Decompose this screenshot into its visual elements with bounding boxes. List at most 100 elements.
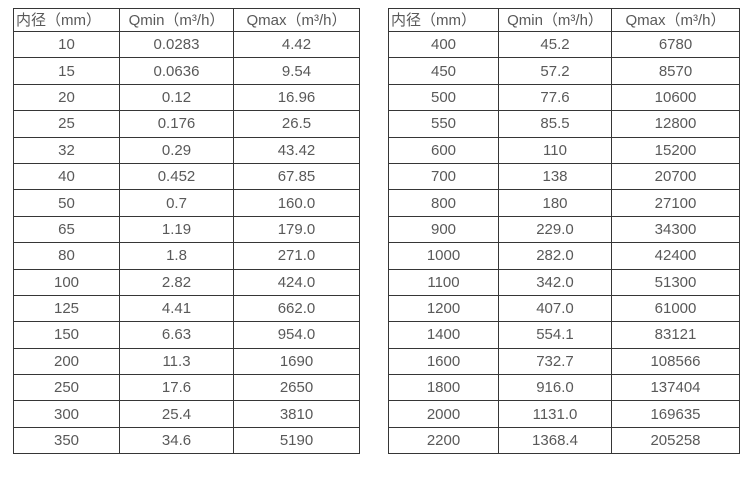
table-cell: 169635 bbox=[611, 400, 740, 428]
table-cell: 400 bbox=[388, 30, 499, 59]
table-cell: 1.8 bbox=[119, 242, 234, 270]
table-row: 1000 282.0 42400 bbox=[388, 242, 740, 270]
table-cell: 1200 bbox=[388, 294, 499, 323]
table-row: 15 0.0636 9.54 bbox=[13, 57, 360, 85]
table-cell: 61000 bbox=[611, 294, 740, 323]
table-cell: 10600 bbox=[611, 83, 740, 112]
table-cell: 2000 bbox=[388, 400, 499, 428]
column-header-qmin: Qmin（m³/h） bbox=[498, 8, 612, 32]
table-cell: 6.63 bbox=[119, 321, 234, 349]
table-cell: 424.0 bbox=[233, 268, 360, 296]
table-cell: 271.0 bbox=[233, 242, 360, 270]
table-cell: 15200 bbox=[611, 136, 740, 164]
table-cell: 4.41 bbox=[119, 294, 234, 323]
table-cell: 0.176 bbox=[119, 110, 234, 138]
header-row: 内径（mm） Qmin（m³/h） Qmax（m³/h） bbox=[388, 8, 740, 32]
table-row: 25 0.176 26.5 bbox=[13, 110, 360, 138]
table-cell: 0.29 bbox=[119, 136, 234, 164]
table-cell: 1131.0 bbox=[498, 400, 612, 428]
table-row: 350 34.6 5190 bbox=[13, 426, 360, 455]
table-cell: 900 bbox=[388, 215, 499, 244]
table-cell: 65 bbox=[13, 215, 120, 244]
table-cell: 1690 bbox=[233, 347, 360, 376]
table-cell: 0.0636 bbox=[119, 57, 234, 85]
table-cell: 2200 bbox=[388, 426, 499, 455]
flow-rate-tables: 内径（mm） Qmin（m³/h） Qmax（m³/h） 10 0.0283 4.4… bbox=[13, 8, 740, 455]
table-body: 10 0.0283 4.42 15 0.0636 9.54 20 0.12 16.96 25 0.1… bbox=[13, 30, 360, 455]
table-row: 800 180 27100 bbox=[388, 189, 740, 217]
table-body: 400 45.2 6780 450 57.2 8570 500 77.6 10600 550 85.… bbox=[388, 30, 740, 455]
table-cell: 500 bbox=[388, 83, 499, 112]
table-row: 1200 407.0 61000 bbox=[388, 294, 740, 323]
table-cell: 1100 bbox=[388, 268, 499, 296]
table-cell: 138 bbox=[498, 162, 612, 191]
table-cell: 27100 bbox=[611, 189, 740, 217]
table-cell: 110 bbox=[498, 136, 612, 164]
table-cell: 32 bbox=[13, 136, 120, 164]
table-cell: 17.6 bbox=[119, 374, 234, 402]
table-row: 40 0.452 67.85 bbox=[13, 162, 360, 191]
table-cell: 25 bbox=[13, 110, 120, 138]
table-cell: 662.0 bbox=[233, 294, 360, 323]
table-cell: 50 bbox=[13, 189, 120, 217]
table-row: 450 57.2 8570 bbox=[388, 57, 740, 85]
table-cell: 600 bbox=[388, 136, 499, 164]
table-cell: 700 bbox=[388, 162, 499, 191]
table-cell: 180 bbox=[498, 189, 612, 217]
column-header-diameter: 内径（mm） bbox=[13, 8, 120, 32]
table-row: 125 4.41 662.0 bbox=[13, 294, 360, 323]
table-cell: 15 bbox=[13, 57, 120, 85]
table-row: 65 1.19 179.0 bbox=[13, 215, 360, 244]
flow-rate-table-large-diameters: 内径（mm） Qmin（m³/h） Qmax（m³/h） 400 45.2 6780… bbox=[388, 8, 740, 455]
table-cell: 26.5 bbox=[233, 110, 360, 138]
table-cell: 34.6 bbox=[119, 426, 234, 455]
table-cell: 43.42 bbox=[233, 136, 360, 164]
table-cell: 916.0 bbox=[498, 374, 612, 402]
table-cell: 1368.4 bbox=[498, 426, 612, 455]
table-cell: 179.0 bbox=[233, 215, 360, 244]
column-header-diameter: 内径（mm） bbox=[388, 8, 499, 32]
table-row: 100 2.82 424.0 bbox=[13, 268, 360, 296]
table-row: 250 17.6 2650 bbox=[13, 374, 360, 402]
table-row: 80 1.8 271.0 bbox=[13, 242, 360, 270]
table-row: 1800 916.0 137404 bbox=[388, 374, 740, 402]
table-cell: 10 bbox=[13, 30, 120, 59]
table-cell: 11.3 bbox=[119, 347, 234, 376]
table-cell: 554.1 bbox=[498, 321, 612, 349]
table-cell: 300 bbox=[13, 400, 120, 428]
table-cell: 6780 bbox=[611, 30, 740, 59]
header-row: 内径（mm） Qmin（m³/h） Qmax（m³/h） bbox=[13, 8, 360, 32]
table-cell: 0.7 bbox=[119, 189, 234, 217]
column-header-qmin: Qmin（m³/h） bbox=[119, 8, 234, 32]
table-cell: 20 bbox=[13, 83, 120, 112]
table-row: 1400 554.1 83121 bbox=[388, 321, 740, 349]
table-cell: 0.452 bbox=[119, 162, 234, 191]
table-cell: 350 bbox=[13, 426, 120, 455]
table-cell: 1600 bbox=[388, 347, 499, 376]
table-cell: 800 bbox=[388, 189, 499, 217]
table-cell: 42400 bbox=[611, 242, 740, 270]
table-cell: 20700 bbox=[611, 162, 740, 191]
table-row: 900 229.0 34300 bbox=[388, 215, 740, 244]
table-row: 1100 342.0 51300 bbox=[388, 268, 740, 296]
table-cell: 5190 bbox=[233, 426, 360, 455]
table-cell: 0.0283 bbox=[119, 30, 234, 59]
table-cell: 137404 bbox=[611, 374, 740, 402]
table-cell: 205258 bbox=[611, 426, 740, 455]
table-cell: 9.54 bbox=[233, 57, 360, 85]
table-cell: 80 bbox=[13, 242, 120, 270]
table-cell: 1.19 bbox=[119, 215, 234, 244]
table-cell: 83121 bbox=[611, 321, 740, 349]
table-cell: 51300 bbox=[611, 268, 740, 296]
table-row: 20 0.12 16.96 bbox=[13, 83, 360, 112]
table-row: 32 0.29 43.42 bbox=[13, 136, 360, 164]
table-row: 10 0.0283 4.42 bbox=[13, 30, 360, 59]
table-cell: 12800 bbox=[611, 110, 740, 138]
table-cell: 16.96 bbox=[233, 83, 360, 112]
table-row: 300 25.4 3810 bbox=[13, 400, 360, 428]
table-cell: 77.6 bbox=[498, 83, 612, 112]
table-cell: 125 bbox=[13, 294, 120, 323]
table-cell: 85.5 bbox=[498, 110, 612, 138]
table-cell: 108566 bbox=[611, 347, 740, 376]
